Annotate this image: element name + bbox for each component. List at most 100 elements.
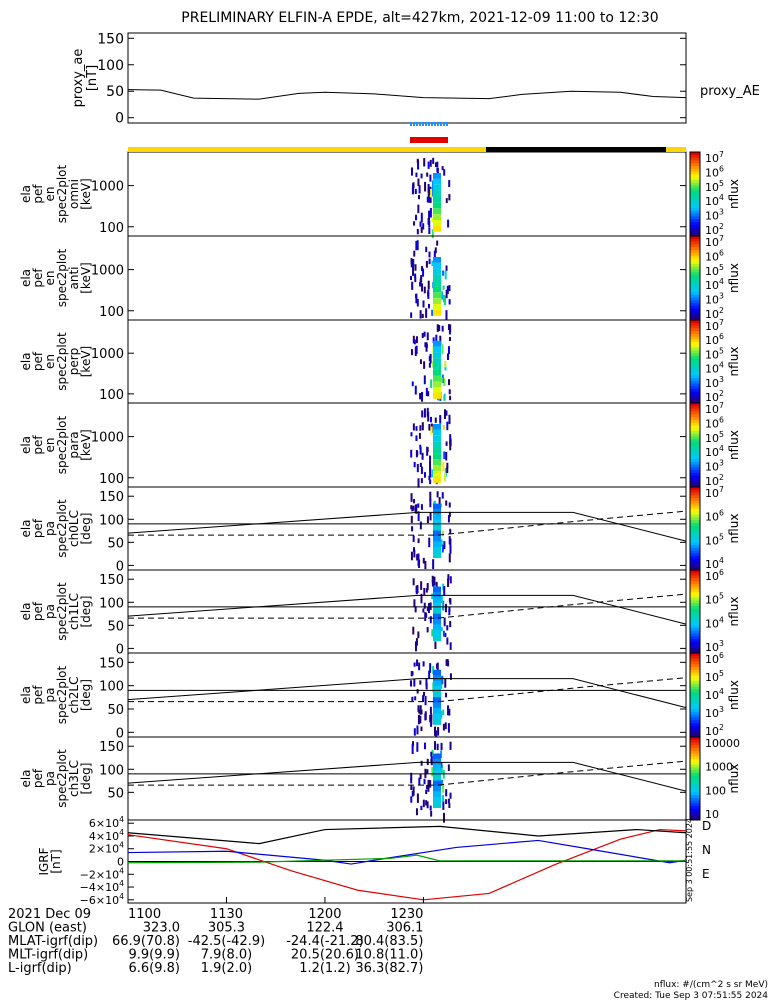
colorbar-cell bbox=[690, 461, 700, 466]
colorbar-label: nflux bbox=[727, 514, 741, 544]
data-cell bbox=[440, 750, 443, 759]
colorbar-cell bbox=[690, 717, 700, 721]
loss-cone-line bbox=[127, 678, 687, 709]
data-cell bbox=[431, 580, 434, 587]
colorbar-cell bbox=[690, 509, 700, 513]
data-cell bbox=[411, 744, 414, 755]
anti-loss-cone-line bbox=[128, 593, 687, 619]
table-row-label: MLAT-igrf(dip) bbox=[8, 934, 98, 949]
data-cell bbox=[410, 784, 413, 791]
data-cell bbox=[449, 441, 452, 451]
colorbar-cell bbox=[690, 475, 700, 480]
colorbar-cell bbox=[690, 306, 700, 310]
data-cell bbox=[433, 225, 441, 232]
colorbar-cell bbox=[690, 578, 700, 582]
colorbar-cell bbox=[690, 709, 700, 713]
colorbar-cell bbox=[690, 252, 700, 257]
plot-frame bbox=[127, 32, 687, 124]
data-cell bbox=[414, 188, 417, 195]
data-cell bbox=[448, 502, 451, 508]
data-cell bbox=[428, 475, 431, 481]
blue-mark bbox=[425, 122, 427, 126]
data-cell bbox=[420, 805, 423, 811]
y-tick-label: 150 bbox=[99, 740, 124, 755]
data-cell bbox=[424, 560, 427, 570]
data-cell bbox=[427, 603, 430, 614]
data-cell bbox=[425, 343, 428, 348]
data-cell bbox=[414, 606, 417, 613]
data-cell bbox=[414, 385, 417, 395]
data-cell bbox=[431, 217, 434, 223]
colorbar-label: nflux bbox=[727, 597, 741, 627]
data-cell bbox=[433, 791, 441, 798]
y-axis-label: en bbox=[43, 271, 57, 286]
colorbar-cell bbox=[690, 208, 700, 212]
data-cell bbox=[430, 426, 433, 435]
data-cell bbox=[449, 395, 452, 401]
data-cell bbox=[427, 303, 430, 309]
data-cell bbox=[422, 799, 425, 808]
colorbar-cell bbox=[690, 219, 700, 223]
data-cell bbox=[420, 709, 423, 715]
data-cell bbox=[447, 574, 450, 581]
colorbar-cell bbox=[690, 592, 700, 596]
colorbar-cell bbox=[690, 403, 700, 407]
data-cell bbox=[433, 726, 436, 736]
plot-frame bbox=[127, 235, 687, 321]
colorbar-tick-label: 107 bbox=[705, 234, 724, 249]
data-cell bbox=[433, 775, 441, 781]
blue-mark bbox=[446, 122, 448, 126]
colorbar-cell bbox=[690, 759, 700, 763]
data-cell bbox=[433, 375, 441, 382]
table-cell: 1.2(1.2) bbox=[299, 961, 351, 976]
colorbar-cell bbox=[690, 667, 700, 671]
y-axis-label: spec2plot bbox=[55, 332, 69, 391]
data-cell bbox=[436, 662, 439, 673]
colorbar-cell bbox=[690, 213, 700, 217]
data-cell bbox=[433, 708, 441, 714]
data-cell bbox=[430, 713, 433, 720]
data-cell bbox=[448, 389, 451, 395]
data-cell bbox=[431, 180, 434, 190]
data-cell bbox=[412, 547, 415, 552]
colorbar-cell bbox=[690, 811, 700, 815]
colorbar-cell bbox=[690, 414, 700, 418]
blue-mark bbox=[419, 122, 421, 126]
table-cell: 9.9(9.9) bbox=[129, 948, 181, 963]
data-cell bbox=[430, 720, 433, 727]
colorbar-cell bbox=[690, 177, 700, 181]
data-cell bbox=[419, 221, 422, 227]
colorbar-tick-label: 106 bbox=[705, 568, 724, 583]
data-cell bbox=[421, 283, 424, 292]
data-cell bbox=[428, 196, 431, 202]
colorbar-cell bbox=[690, 166, 700, 170]
data-cell bbox=[429, 616, 432, 624]
colorbar-tick-label: 105 bbox=[705, 346, 724, 361]
y-axis-label: pef bbox=[31, 268, 45, 288]
blue-mark bbox=[431, 122, 433, 126]
colorbar-tick-label: 100 bbox=[705, 784, 726, 797]
data-cell bbox=[422, 268, 425, 277]
colorbar-cell bbox=[690, 358, 700, 362]
colorbar-cell bbox=[690, 728, 700, 732]
data-cell bbox=[448, 553, 451, 563]
data-cell bbox=[443, 586, 446, 596]
colorbar-cell bbox=[690, 152, 700, 156]
data-cell bbox=[433, 608, 441, 614]
y-axis-label: en bbox=[43, 187, 57, 202]
colorbar-cell bbox=[690, 611, 700, 615]
data-cell bbox=[431, 767, 434, 777]
y-tick-label: 0 bbox=[115, 111, 124, 127]
data-cell bbox=[444, 603, 447, 613]
data-cell bbox=[433, 697, 441, 703]
data-cell bbox=[448, 180, 451, 188]
data-cell bbox=[433, 381, 441, 388]
data-cell bbox=[435, 730, 438, 737]
data-cell bbox=[412, 423, 415, 431]
data-cell bbox=[433, 796, 441, 803]
colorbar-cell bbox=[690, 428, 700, 432]
colorbar-cell bbox=[690, 681, 700, 685]
data-cell bbox=[415, 293, 418, 304]
colorbar-cell bbox=[690, 784, 700, 788]
data-cell bbox=[433, 190, 441, 197]
